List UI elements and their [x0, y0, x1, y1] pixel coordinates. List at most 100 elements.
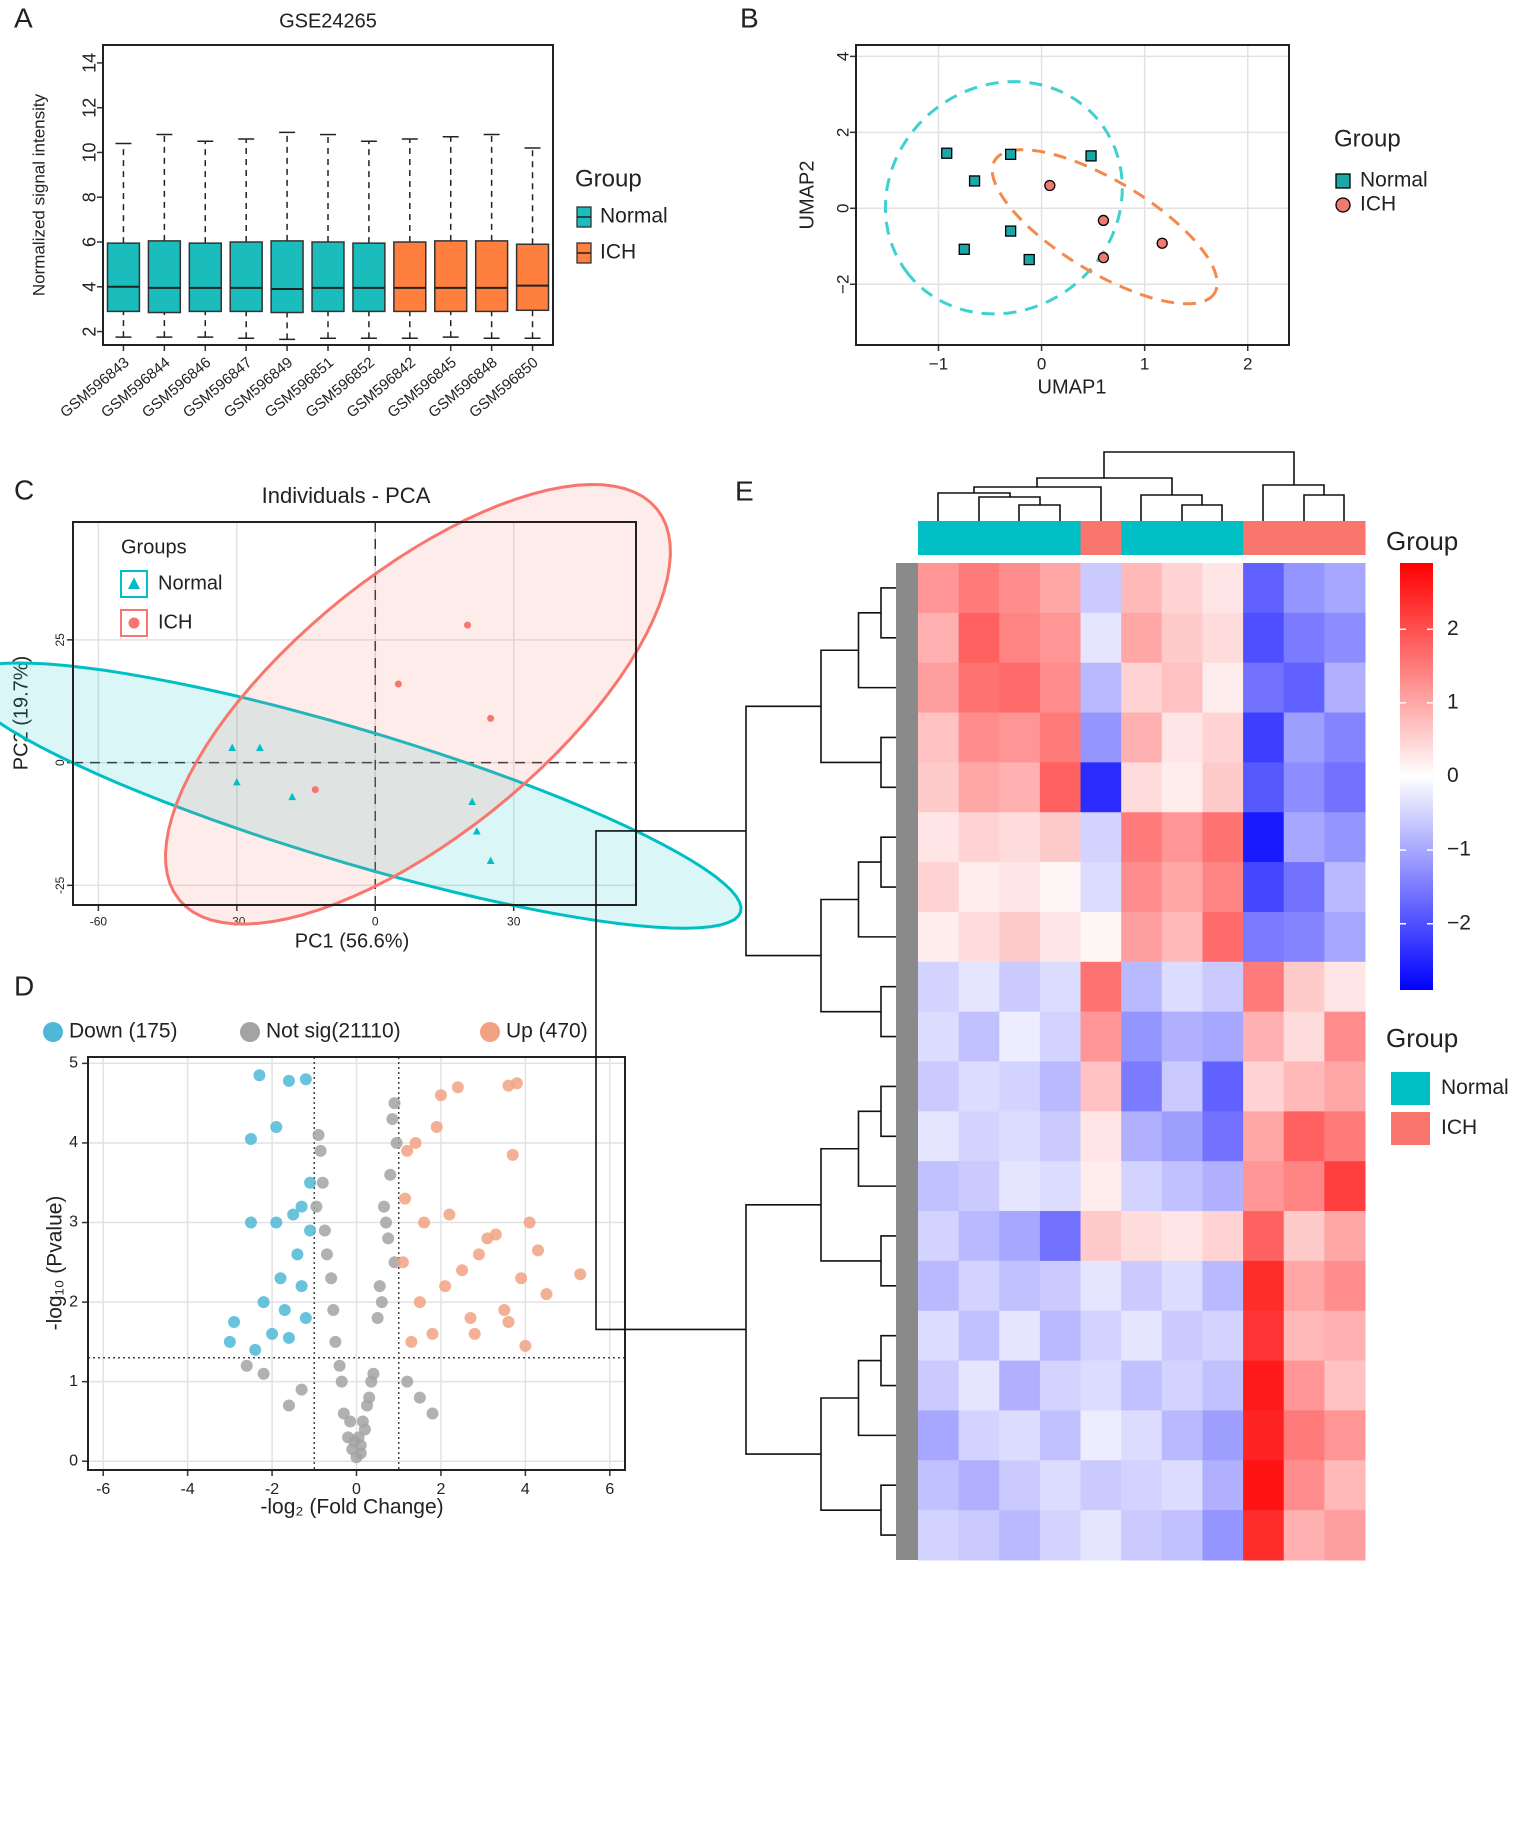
legend-marker	[128, 617, 140, 629]
point	[523, 1216, 536, 1229]
box	[147, 240, 182, 314]
x-tick-label: −1	[929, 355, 948, 374]
legend-label: Normal	[158, 572, 222, 594]
heatmap-cell	[1243, 1310, 1285, 1362]
heatmap-cell	[1283, 862, 1325, 913]
heatmap-cell	[1243, 1260, 1285, 1312]
point	[388, 1097, 401, 1110]
legend-label: Up (470)	[506, 1020, 588, 1043]
x-tick-label: -2	[265, 1481, 279, 1498]
point	[413, 1296, 426, 1309]
box	[311, 241, 345, 313]
point	[468, 1327, 481, 1340]
heatmap-cell	[958, 961, 1000, 1013]
heatmap-cell	[999, 1061, 1041, 1112]
box	[434, 240, 468, 313]
heatmap-cell	[1202, 1260, 1244, 1312]
legend-label: Normal	[1360, 169, 1428, 192]
heatmap-cell	[918, 812, 960, 863]
legend-label: Normal	[1441, 1076, 1509, 1099]
point	[380, 1216, 393, 1229]
heatmap-cell	[958, 563, 1000, 614]
heatmap-cell	[1161, 762, 1203, 813]
heatmap-cell	[1324, 662, 1366, 714]
heatmap-cell	[1324, 712, 1366, 763]
y-axis-label: PC2 (19.7%)	[10, 656, 32, 771]
heatmap-cell	[958, 1260, 1000, 1312]
column-annotation	[1243, 521, 1285, 555]
heatmap-cell	[1121, 1011, 1163, 1062]
legend-key	[1391, 1112, 1430, 1145]
heatmap-cell	[918, 1111, 960, 1162]
heatmap-cell	[918, 1310, 960, 1362]
heatmap-cell	[1039, 1460, 1082, 1511]
legend-label: Down (175)	[69, 1020, 178, 1043]
dendrogram-branch	[1103, 451, 1295, 485]
heatmap-cell	[999, 961, 1041, 1013]
y-tick-label: 4	[69, 1134, 78, 1151]
heatmap-cell	[1283, 1310, 1325, 1362]
y-tick-label: −2	[833, 275, 852, 294]
heatmap-cell	[1202, 1061, 1244, 1112]
heatmap-cell	[999, 1211, 1041, 1262]
box	[188, 242, 222, 313]
heatmap-cell	[1324, 1360, 1366, 1411]
heatmap-cell	[1039, 1111, 1082, 1162]
heatmap-cell	[1039, 1360, 1082, 1411]
heatmap-cell	[999, 812, 1041, 863]
panel-label: C	[14, 474, 34, 505]
box	[352, 242, 386, 313]
box	[393, 241, 427, 313]
heatmap-cell	[1080, 1510, 1122, 1561]
heatmap-cell	[1039, 1011, 1082, 1062]
heatmap-cell	[1161, 1410, 1203, 1461]
y-tick-label: 5	[69, 1055, 78, 1072]
heatmap-cell	[1121, 1510, 1163, 1561]
heatmap-cell	[1283, 1111, 1325, 1162]
point	[228, 743, 237, 752]
point	[401, 1144, 414, 1157]
heatmap-cell	[1080, 1310, 1122, 1362]
heatmap-cell	[1283, 563, 1325, 614]
heatmap-cell	[958, 1310, 1000, 1362]
heatmap-cell	[1039, 1211, 1082, 1262]
heatmap-cell	[1161, 563, 1203, 614]
legend-label: ICH	[158, 611, 192, 633]
point	[384, 1168, 397, 1181]
point	[472, 827, 481, 835]
point	[439, 1280, 452, 1293]
point	[430, 1121, 443, 1134]
point	[282, 1399, 295, 1412]
point	[244, 1216, 257, 1229]
point	[386, 1113, 399, 1126]
y-axis-label: Normalized signal intensity	[29, 93, 48, 296]
heatmap-cell	[1243, 1161, 1285, 1212]
point	[390, 1136, 403, 1149]
heatmap-cell	[1283, 712, 1325, 763]
point	[426, 1407, 439, 1420]
point	[498, 1304, 511, 1317]
point	[287, 1208, 300, 1221]
heatmap-cell	[1080, 1360, 1122, 1411]
point	[327, 1304, 340, 1317]
colorbar-tick-label: −1	[1447, 838, 1471, 861]
point	[333, 1359, 346, 1372]
y-tick-label: 8	[80, 192, 100, 202]
heatmap-cell	[1080, 1011, 1122, 1062]
heatmap-cell	[1202, 1410, 1244, 1461]
point	[413, 1391, 426, 1404]
heatmap-cell	[999, 1310, 1041, 1362]
heatmap-cell	[999, 712, 1041, 763]
column-annotation	[1161, 521, 1203, 555]
heatmap-cell	[1161, 812, 1203, 863]
legend-label: ICH	[1360, 193, 1396, 216]
x-axis-label: -log₂ (Fold Change)	[260, 1496, 443, 1519]
heatmap-cell	[999, 762, 1041, 813]
point	[329, 1335, 342, 1348]
heatmap-cell	[1121, 1260, 1163, 1312]
heatmap-cell	[1243, 712, 1285, 763]
point	[373, 1280, 386, 1293]
heatmap-cell	[1202, 1510, 1244, 1561]
legend-label: ICH	[600, 241, 636, 264]
heatmap-cell	[1243, 1410, 1285, 1461]
